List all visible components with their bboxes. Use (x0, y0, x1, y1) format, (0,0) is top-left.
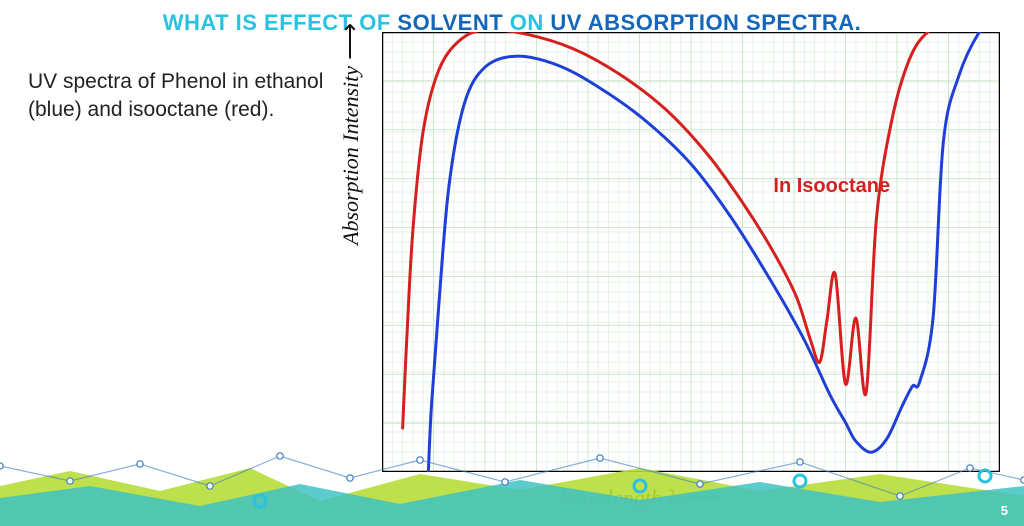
y-axis-arrow-icon: ⟶ (335, 23, 364, 66)
page-number: 5 (1001, 503, 1008, 518)
spectra-chart (382, 32, 1000, 472)
series-label-isooctane: In Isooctane (773, 175, 890, 198)
footer-decoration (0, 436, 1024, 526)
y-axis-label: Absorption Intensity⟶ (335, 23, 365, 245)
y-axis-label-text: Absorption Intensity (338, 66, 363, 245)
description-text: UV spectra of Phenol in ethanol (blue) a… (28, 68, 328, 125)
chart-svg (382, 32, 1000, 472)
